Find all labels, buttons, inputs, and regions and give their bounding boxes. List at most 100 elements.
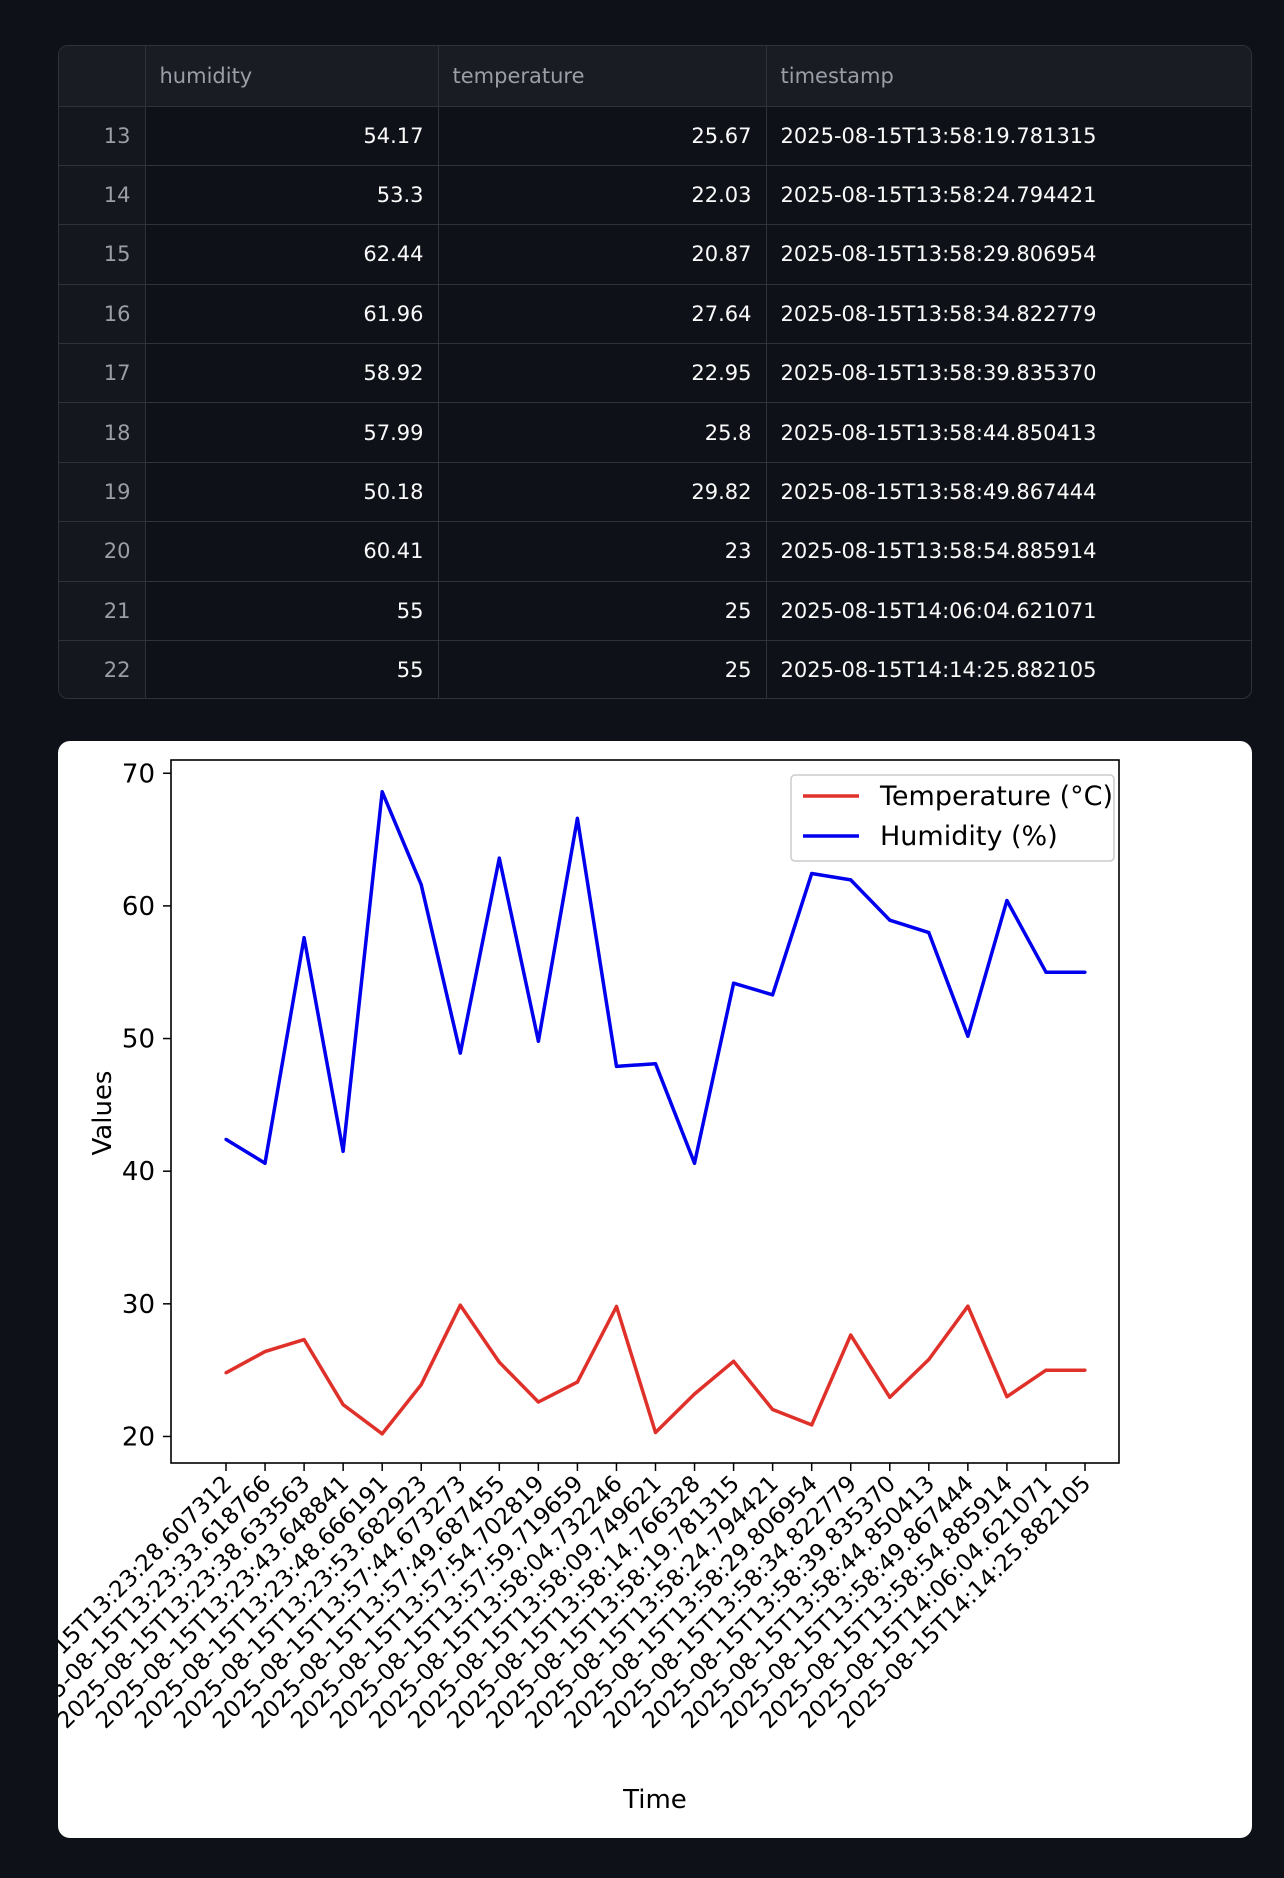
row-index-cell[interactable]: 16 xyxy=(59,283,146,345)
humidity-cell[interactable]: 54.17 xyxy=(144,105,439,166)
table-header-row: humidity temperature timestamp xyxy=(59,46,1251,107)
table-row[interactable]: 20 60.41 23 2025-08-15T13:58:54.885914 xyxy=(59,521,1251,582)
humidity-point xyxy=(849,878,853,882)
row-index-cell[interactable]: 20 xyxy=(59,521,146,582)
table-row[interactable]: 16 61.96 27.64 2025-08-15T13:58:34.822779 xyxy=(59,283,1251,345)
table-row[interactable]: 22 55 25 2025-08-15T14:14:25.882105 xyxy=(59,640,1251,698)
temperature-point xyxy=(927,1357,931,1362)
temperature-point xyxy=(966,1304,970,1308)
y-tick-label: 50 xyxy=(122,1025,155,1055)
timestamp-cell[interactable]: 2025-08-15T13:58:54.885914 xyxy=(765,521,1251,582)
row-index-cell[interactable]: 17 xyxy=(59,343,146,404)
humidity-cell[interactable]: 55 xyxy=(144,640,439,698)
row-index-cell[interactable]: 15 xyxy=(59,224,146,285)
temperature-cell[interactable]: 29.82 xyxy=(437,461,767,523)
timestamp-cell[interactable]: 2025-08-15T14:14:25.882105 xyxy=(765,640,1251,698)
timestamp-column-header[interactable]: timestamp xyxy=(765,46,1251,107)
humidity-cell[interactable]: 62.44 xyxy=(144,224,439,285)
temperature-point xyxy=(653,1430,658,1435)
temperature-cell[interactable]: 22.03 xyxy=(437,164,767,226)
legend-temperature-label: Temperature (°C) xyxy=(879,781,1113,812)
table-row[interactable]: 14 53.3 22.03 2025-08-15T13:58:24.794421 xyxy=(59,164,1251,226)
humidity-cell[interactable]: 57.99 xyxy=(144,402,439,463)
humidity-point xyxy=(692,1161,697,1165)
humidity-point xyxy=(575,816,580,820)
row-index-cell[interactable]: 18 xyxy=(59,402,146,463)
row-index-cell[interactable]: 21 xyxy=(59,580,146,642)
humidity-cell[interactable]: 58.92 xyxy=(144,343,439,404)
humidity-point xyxy=(419,883,423,887)
timestamp-cell[interactable]: 2025-08-15T13:58:49.867444 xyxy=(765,461,1251,523)
row-index-cell[interactable]: 13 xyxy=(59,105,146,166)
temperature-point xyxy=(224,1371,228,1375)
humidity-point xyxy=(731,981,736,985)
temperature-point xyxy=(302,1338,306,1342)
timestamp-cell[interactable]: 2025-08-15T13:58:29.806954 xyxy=(765,224,1251,285)
row-index-cell[interactable]: 22 xyxy=(59,640,146,698)
temperature-cell[interactable]: 20.87 xyxy=(437,224,767,285)
index-column-header[interactable] xyxy=(59,46,146,107)
temperature-point xyxy=(536,1400,540,1404)
humidity-column-header[interactable]: humidity xyxy=(144,46,439,107)
humidity-cell[interactable]: 61.96 xyxy=(144,283,439,345)
y-tick-label: 40 xyxy=(122,1157,155,1187)
chart-card: 20 30 40 50 60 70 2025-08-15T13:23:28.607312 2… xyxy=(58,741,1252,1838)
temperature-cell[interactable]: 25 xyxy=(437,580,767,642)
temperature-point xyxy=(575,1380,580,1384)
temperature-point xyxy=(888,1395,892,1399)
humidity-point xyxy=(1044,970,1048,974)
timestamp-cell[interactable]: 2025-08-15T13:58:34.822779 xyxy=(765,283,1251,345)
timestamp-cell[interactable]: 2025-08-15T13:58:39.835370 xyxy=(765,343,1251,404)
humidity-point xyxy=(810,871,814,876)
y-tick-label: 70 xyxy=(122,759,155,789)
x-axis-label: Time xyxy=(622,1785,687,1815)
timestamp-cell[interactable]: 2025-08-15T13:58:19.781315 xyxy=(765,105,1251,166)
temperature-point xyxy=(849,1333,853,1337)
temperature-cell[interactable]: 23 xyxy=(437,521,767,582)
table-row[interactable]: 18 57.99 25.8 2025-08-15T13:58:44.850413 xyxy=(59,402,1251,463)
table-row[interactable]: 19 50.18 29.82 2025-08-15T13:58:49.867444 xyxy=(59,461,1251,523)
temperature-column-header[interactable]: temperature xyxy=(437,46,767,107)
y-axis-label: Values xyxy=(88,1071,118,1156)
row-index-cell[interactable]: 19 xyxy=(59,461,146,523)
table-row[interactable]: 21 55 25 2025-08-15T14:06:04.621071 xyxy=(59,580,1251,642)
plot-frame xyxy=(170,759,1120,1464)
timestamp-cell[interactable]: 2025-08-15T13:58:44.850413 xyxy=(765,402,1251,463)
humidity-cell[interactable]: 55 xyxy=(144,580,439,642)
humidity-point xyxy=(653,1062,658,1066)
timestamp-cell[interactable]: 2025-08-15T14:06:04.621071 xyxy=(765,580,1251,642)
humidity-point xyxy=(771,993,775,997)
temperature-point xyxy=(1044,1368,1048,1372)
table-row[interactable]: 13 54.17 25.67 2025-08-15T13:58:19.781315 xyxy=(59,105,1251,166)
table-row[interactable]: 17 58.92 22.95 2025-08-15T13:58:39.835370 xyxy=(59,343,1251,404)
humidity-point xyxy=(302,936,306,940)
humidity-point xyxy=(888,918,892,922)
humidity-point xyxy=(224,1137,228,1141)
y-tick-label: 30 xyxy=(122,1290,155,1320)
temperature-point xyxy=(497,1360,501,1364)
temperature-point xyxy=(263,1349,267,1354)
humidity-point xyxy=(1083,970,1087,974)
humidity-cell[interactable]: 60.41 xyxy=(144,521,439,582)
timestamp-cell[interactable]: 2025-08-15T13:58:24.794421 xyxy=(765,164,1251,226)
legend: Temperature (°C) Humidity (%) xyxy=(790,774,1115,862)
temperature-point xyxy=(341,1403,345,1407)
temperature-cell[interactable]: 25 xyxy=(437,640,767,698)
temperature-cell[interactable]: 22.95 xyxy=(437,343,767,404)
humidity-point xyxy=(458,1051,462,1055)
row-index-cell[interactable]: 14 xyxy=(59,164,146,226)
humidity-point xyxy=(1005,898,1009,903)
temperature-point xyxy=(1083,1368,1087,1372)
humidity-point xyxy=(263,1161,267,1165)
humidity-cell[interactable]: 50.18 xyxy=(144,461,439,523)
data-table[interactable]: humidity temperature timestamp 13 54.17 25… xyxy=(58,45,1252,699)
temperature-cell[interactable]: 27.64 xyxy=(437,283,767,345)
temperature-point xyxy=(731,1359,736,1363)
humidity-cell[interactable]: 53.3 xyxy=(144,164,439,226)
temperature-cell[interactable]: 25.67 xyxy=(437,105,767,166)
dataframe-table: humidity temperature timestamp 13 54.17 25… xyxy=(59,46,1251,698)
temperature-cell[interactable]: 25.8 xyxy=(437,402,767,463)
table-row[interactable]: 15 62.44 20.87 2025-08-15T13:58:29.806954 xyxy=(59,224,1251,285)
temperature-point xyxy=(614,1304,619,1309)
